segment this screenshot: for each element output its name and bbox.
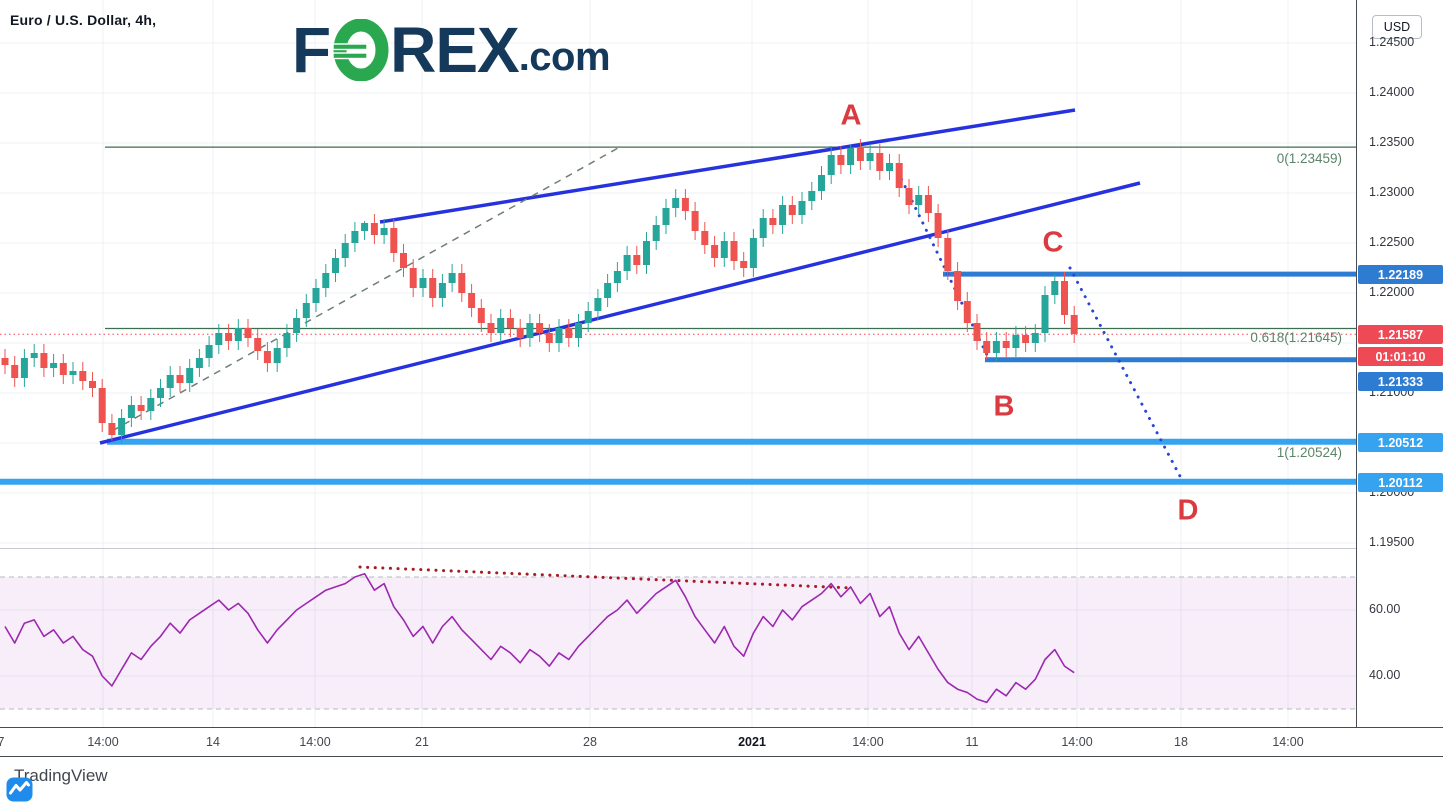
time-axis-label: 28	[583, 735, 597, 749]
wedge-dashed	[111, 147, 619, 432]
projection-c-d	[1068, 266, 1184, 482]
forex-logo-o-icon	[331, 19, 389, 81]
pane-separator[interactable]	[0, 548, 1356, 549]
projection-a-b	[896, 170, 990, 359]
price-badge-level: 1.20112	[1358, 473, 1443, 492]
horizontal-levels	[0, 146, 1356, 485]
price-badge-last-price: 1.21587	[1358, 325, 1443, 344]
trendline-drawings	[99, 108, 1184, 482]
time-axis-label: 11	[965, 735, 979, 749]
price-axis-label: 1.22000	[1369, 285, 1415, 299]
price-badge-countdown: 01:01:10	[1358, 347, 1443, 366]
time-axis-label: 14	[206, 735, 220, 749]
time-axis-label: 14:00	[852, 735, 884, 749]
symbol-title: Euro / U.S. Dollar, 4h,	[10, 12, 157, 28]
price-axis-label: 1.24000	[1369, 85, 1415, 99]
price-axis-label: 1.23500	[1369, 135, 1415, 149]
time-axis-label: 14:00	[299, 735, 331, 749]
time-axis-label: 7	[0, 735, 5, 749]
price-chart-canvas[interactable]	[0, 0, 1356, 549]
rsi-line	[4, 572, 1075, 704]
price-axis-label: 1.24500	[1369, 35, 1415, 49]
time-axis-label: 21	[415, 735, 429, 749]
price-axis-label: 1.22500	[1369, 235, 1415, 249]
time-axis-label: 14:00	[87, 735, 119, 749]
rsi-trendline	[358, 565, 854, 590]
price-badge-level: 1.20512	[1358, 433, 1443, 452]
time-axis-label: 14:00	[1272, 735, 1304, 749]
rsi-axis-label: 40.00	[1369, 668, 1401, 682]
rsi-chart-canvas[interactable]	[0, 549, 1356, 727]
forex-logo-rex: REX	[390, 14, 520, 86]
time-axis[interactable]: 7 14:00 14 14:00 21 28 2021 14:00 11 14:00 18 14:00	[0, 727, 1443, 757]
rsi-band	[0, 576, 1356, 710]
price-grid	[0, 0, 1356, 549]
time-axis-label: 2021	[738, 735, 766, 749]
rsi-grid	[0, 549, 1356, 727]
price-badge-level: 1.22189	[1358, 265, 1443, 284]
channel-upper	[379, 108, 1076, 224]
price-badge-level: 1.21333	[1358, 372, 1443, 391]
price-axis-label: 1.23000	[1369, 185, 1415, 199]
rsi-axis-label: 60.00	[1369, 602, 1401, 616]
currency-unit-badge[interactable]: USD	[1372, 15, 1422, 39]
candlesticks	[1, 139, 1078, 444]
price-axis[interactable]: USD 1.24500 1.24000 1.23500 1.23000 1.22500 1…	[1356, 0, 1443, 757]
forex-logo-f: F	[292, 14, 331, 86]
tradingview-brand-text: TradingView	[14, 766, 108, 785]
tradingview-attribution[interactable]: TradingView	[6, 766, 108, 802]
price-axis-label: 1.19500	[1369, 535, 1415, 549]
forex-logo-dotcom: .com	[518, 35, 611, 79]
time-axis-label: 14:00	[1061, 735, 1093, 749]
forex-watermark: F REX .com	[292, 14, 611, 86]
channel-lower	[99, 181, 1141, 445]
time-axis-label: 18	[1174, 735, 1188, 749]
